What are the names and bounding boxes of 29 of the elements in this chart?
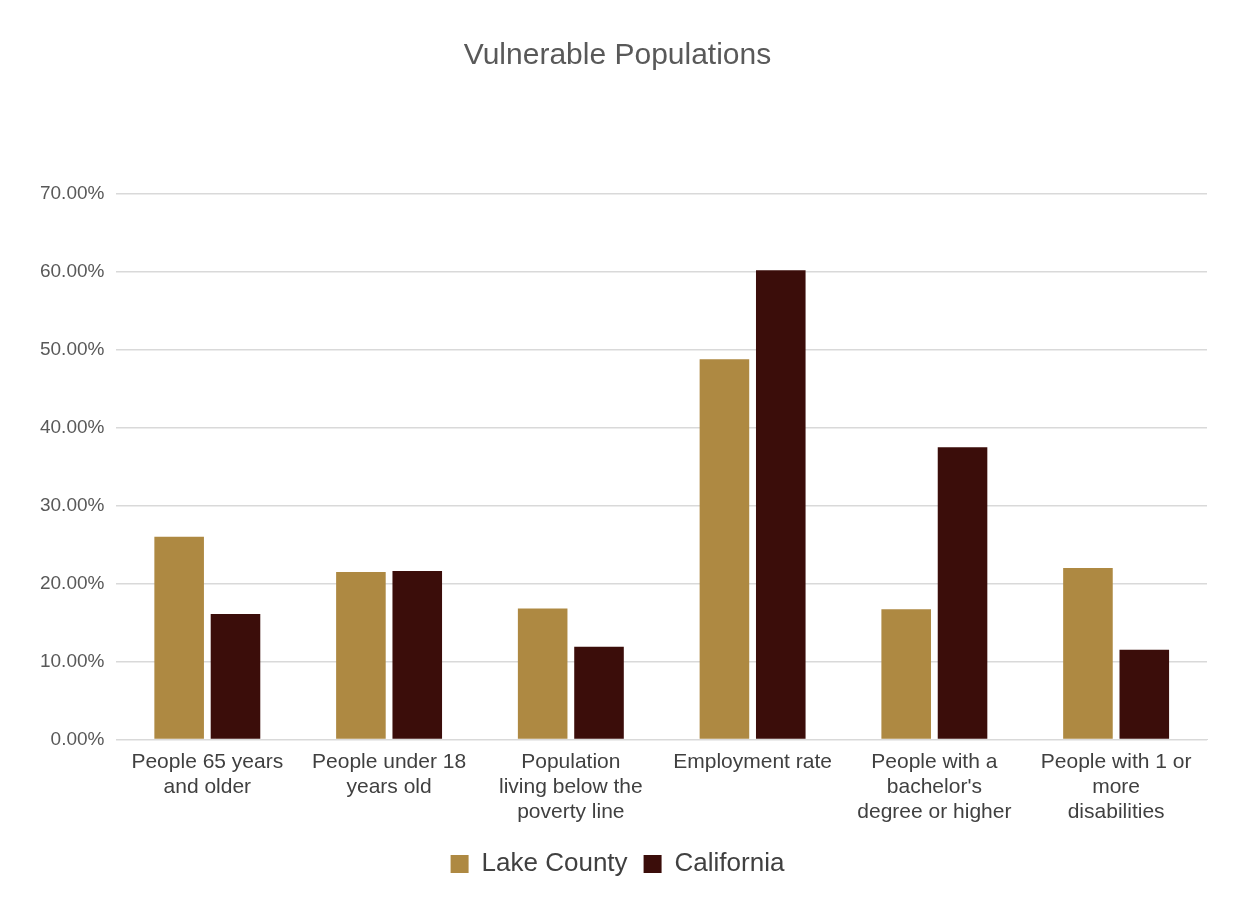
- bar: [336, 571, 386, 739]
- y-tick-label: 20.00%: [39, 571, 105, 593]
- bar: [517, 608, 568, 739]
- x-tick-label: Employment rate: [673, 748, 832, 772]
- chart-title: Vulnerable Populations: [463, 37, 772, 71]
- y-tick-label: 40.00%: [39, 415, 105, 437]
- bar: [699, 359, 750, 739]
- y-tick-label: 10.00%: [39, 649, 105, 671]
- x-tick-label: People with 1 or more disabilities: [1040, 748, 1192, 823]
- bar: [937, 447, 988, 739]
- bar: [1119, 649, 1170, 739]
- y-tick-label: 70.00%: [39, 182, 105, 204]
- x-tick-label: People with a bachelor's degree or higher: [857, 748, 1012, 823]
- bar: [755, 270, 806, 739]
- x-tick-label: People under 18 years old: [312, 748, 467, 797]
- y-tick-label: 50.00%: [39, 338, 105, 360]
- x-tick-label: People 65 years and older: [131, 748, 284, 797]
- bar: [1063, 567, 1113, 739]
- legend-label: Lake County: [481, 847, 628, 878]
- legend-label: California: [674, 847, 785, 878]
- y-tick-label: 60.00%: [39, 260, 105, 282]
- bar: [574, 646, 624, 739]
- bar: [154, 536, 204, 739]
- bar: [881, 609, 931, 739]
- bar: [210, 613, 261, 739]
- bar: [392, 571, 443, 739]
- x-tick-label: Population living below the poverty line: [499, 748, 643, 823]
- y-tick-label: 0.00%: [50, 727, 105, 749]
- y-tick-label: 30.00%: [39, 493, 105, 515]
